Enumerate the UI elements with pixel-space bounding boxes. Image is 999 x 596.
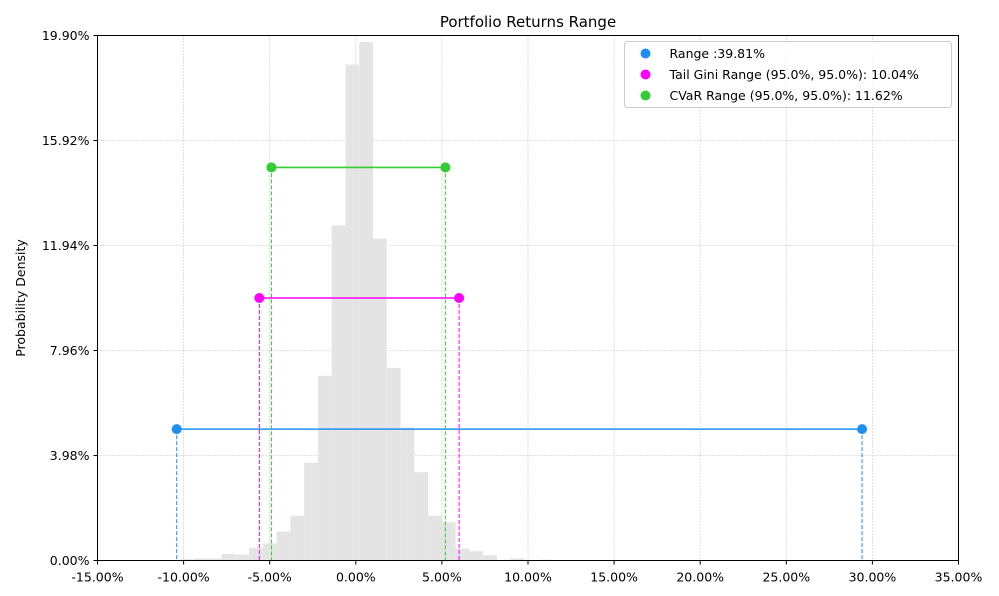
y-tick-label: 11.94%: [42, 238, 90, 253]
histogram-bar: [235, 554, 250, 561]
histogram-bar: [414, 472, 429, 561]
x-tick-label: 5.00%: [422, 570, 462, 585]
y-tick-label: 3.98%: [50, 448, 90, 463]
y-tick-label: 7.96%: [50, 343, 90, 358]
x-tick-label: 25.00%: [762, 570, 810, 585]
range-endpoint-marker: [171, 424, 182, 435]
range-endpoint-marker: [440, 162, 451, 173]
x-tick-label: 10.00%: [504, 570, 552, 585]
histogram-bar: [428, 515, 442, 561]
histogram-bars: [180, 42, 553, 561]
histogram-bar: [207, 558, 222, 561]
x-tick-label: 0.00%: [336, 570, 376, 585]
histogram-bar: [345, 64, 360, 561]
chart-title: Portfolio Returns Range: [440, 13, 616, 31]
histogram-bar: [221, 553, 236, 561]
histogram-bar: [317, 375, 332, 561]
legend-marker: [640, 69, 651, 80]
histogram-bar: [400, 427, 415, 561]
histogram-bar: [290, 515, 305, 561]
histogram-bar: [483, 555, 498, 561]
y-tick-label: 0.00%: [50, 553, 90, 568]
x-tick-label: 35.00%: [935, 570, 983, 585]
range-series: [171, 162, 868, 561]
histogram-bar: [455, 548, 470, 561]
histogram-bar: [386, 367, 401, 561]
x-tick-label: -5.00%: [248, 570, 292, 585]
x-tick-label: 15.00%: [590, 570, 638, 585]
x-tick-label: -15.00%: [71, 570, 123, 585]
y-axis-ticks: 0.00% 3.98% 7.96% 11.94% 15.92% 19.90%: [42, 28, 98, 568]
histogram-bar: [469, 551, 484, 561]
legend-marker: [640, 90, 651, 101]
range-endpoint-marker: [454, 293, 465, 303]
range-endpoint-marker: [254, 293, 265, 303]
x-tick-label: 30.00%: [849, 570, 897, 585]
x-tick-label: 20.00%: [676, 570, 724, 585]
grid: [97, 35, 959, 561]
histogram-bar: [331, 225, 346, 561]
y-tick-label: 15.92%: [42, 133, 90, 148]
x-tick-label: -10.00%: [158, 570, 210, 585]
histogram-bar: [359, 42, 374, 561]
histogram-bar: [441, 522, 456, 561]
histogram-bar: [180, 559, 194, 561]
histogram-bar: [510, 558, 525, 561]
histogram-bar: [304, 462, 318, 561]
legend-marker: [640, 48, 651, 59]
histogram-bar: [249, 547, 263, 561]
histogram-bar: [276, 531, 291, 561]
histogram-bar: [193, 558, 208, 561]
legend-label: CVaR Range (95.0%, 95.0%): 11.62%: [670, 88, 903, 103]
range-endpoint-marker: [857, 424, 868, 435]
x-axis-ticks: -15.00% -10.00% -5.00% 0.00% 5.00% 10.00% 15.0…: [71, 560, 983, 585]
legend-box: [624, 41, 952, 108]
legend-label: Range :39.81%: [670, 46, 766, 61]
histogram-bar: [262, 543, 277, 561]
legend-label: Tail Gini Range (95.0%, 95.0%): 10.04%: [669, 67, 919, 82]
legend: Range :39.81% Tail Gini Range (95.0%, 95.…: [624, 41, 952, 108]
range-endpoint-marker: [266, 162, 277, 173]
y-tick-label: 19.90%: [42, 28, 90, 43]
y-axis-label: Probability Density: [13, 239, 28, 357]
histogram-bar: [373, 238, 387, 561]
